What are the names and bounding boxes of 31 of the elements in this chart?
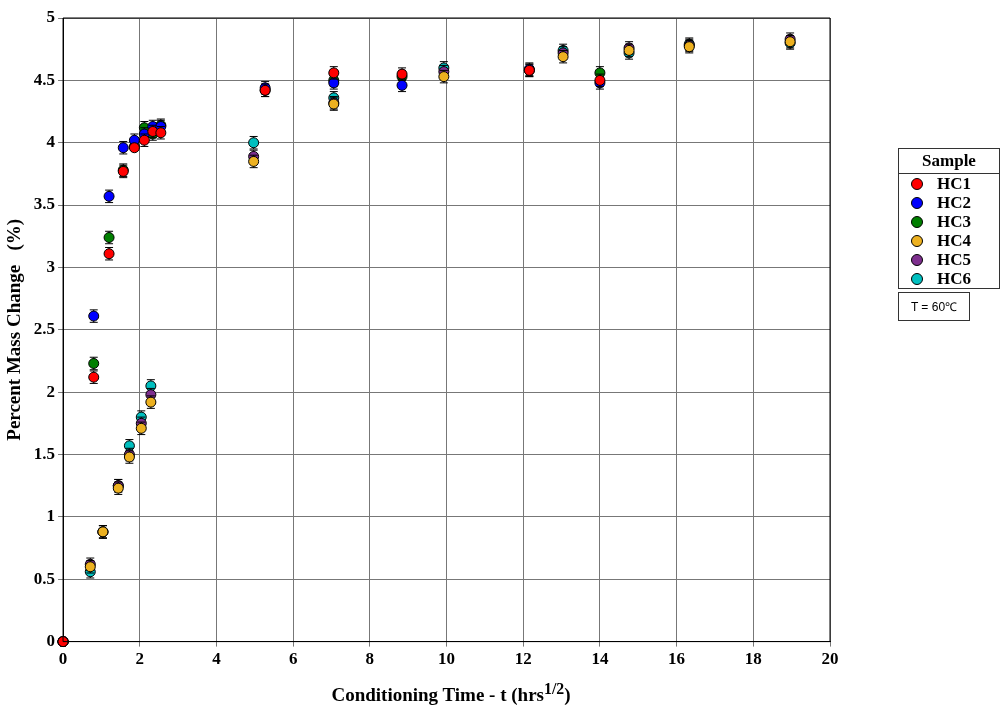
legend-label: HC1 — [937, 173, 971, 194]
legend-title: Sample — [899, 149, 999, 174]
x-tick-label: 14 — [591, 649, 609, 669]
x-tick-label: 8 — [365, 649, 375, 669]
x-tick-label: 6 — [288, 649, 298, 669]
y-axis-title: Percent Mass Change (%) — [3, 218, 26, 441]
y-tick-label: 3.5 — [33, 194, 56, 214]
y-tick-label: 1.5 — [33, 443, 56, 463]
y-tick-label: 4 — [46, 132, 56, 152]
x-tick-label: 2 — [135, 649, 144, 669]
y-tick-label: 2.5 — [33, 319, 56, 339]
legend-label: HC6 — [937, 268, 971, 289]
text: T = 60℃ — [898, 292, 970, 321]
x-tick-label: 18 — [744, 649, 762, 669]
y-tick-label: 5 — [46, 7, 56, 27]
legend-label: HC4 — [937, 230, 971, 251]
legend-label: HC5 — [937, 249, 971, 270]
x-axis-title: Conditioning Time - t (hrs$^{1/2}$) — [330, 680, 572, 707]
y-tick-label: 1 — [46, 506, 56, 526]
x-tick-label: 12 — [514, 649, 532, 669]
x-tick-label: 16 — [668, 649, 686, 669]
y-tick-label: 2 — [46, 381, 56, 401]
y-tick-label: 0.5 — [33, 568, 56, 588]
x-tick-label: 10 — [438, 649, 456, 669]
legend-label: HC2 — [937, 192, 971, 213]
x-tick-label: 4 — [212, 649, 222, 669]
legend-label: HC3 — [937, 211, 971, 232]
y-tick-label: 3 — [46, 256, 56, 276]
x-tick-label: 20 — [821, 649, 839, 669]
y-tick-label: 0 — [46, 630, 56, 650]
y-tick-label: 4.5 — [33, 69, 56, 89]
